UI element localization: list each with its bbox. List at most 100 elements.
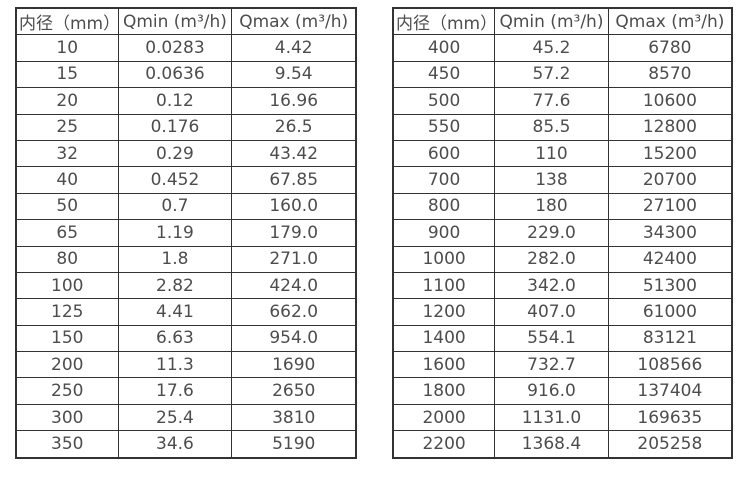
- table-row: 150 6.63 954.0: [15, 324, 357, 353]
- cell-qmax: 26.5: [231, 113, 357, 141]
- cell-qmax: 20700: [607, 166, 733, 194]
- cell-inner-diameter: 10: [15, 34, 119, 62]
- cell-qmin: 6.63: [117, 324, 233, 353]
- flow-table-large-diameters: 内径（mm） Qmin (m³/h) Qmax (m³/h) 400 45.2 67…: [392, 7, 733, 459]
- cell-inner-diameter: 300: [15, 403, 119, 432]
- cell-qmax: 108566: [607, 351, 733, 379]
- cell-qmin: 916.0: [494, 377, 609, 405]
- cell-inner-diameter: 450: [392, 60, 496, 89]
- cell-qmin: 138: [494, 166, 609, 194]
- table-row: 50 0.7 160.0: [15, 192, 357, 221]
- cell-qmax: 424.0: [231, 271, 357, 300]
- cell-qmax: 1690: [231, 351, 357, 379]
- table-row: 80 1.8 271.0: [15, 245, 357, 273]
- cell-qmax: 9.54: [231, 60, 357, 89]
- cell-qmin: 57.2: [494, 60, 609, 89]
- table-row: 25 0.176 26.5: [15, 113, 357, 141]
- table-row: 350 34.6 5190: [15, 430, 357, 459]
- cell-inner-diameter: 1000: [392, 245, 496, 273]
- table-body: 10 0.0283 4.42 15 0.0636 9.54 20 0.12 16.96 25 0.1…: [15, 34, 357, 459]
- table-row: 700 138 20700: [392, 166, 733, 194]
- table-row: 1000 282.0 42400: [392, 245, 733, 273]
- cell-qmin: 229.0: [494, 219, 609, 247]
- table-row: 32 0.29 43.42: [15, 139, 357, 168]
- table-row: 600 110 15200: [392, 139, 733, 168]
- cell-qmax: 27100: [607, 192, 733, 221]
- cell-qmax: 42400: [607, 245, 733, 273]
- cell-inner-diameter: 900: [392, 219, 496, 247]
- cell-inner-diameter: 1200: [392, 298, 496, 326]
- cell-qmin: 0.29: [117, 139, 233, 168]
- table-row: 300 25.4 3810: [15, 403, 357, 432]
- cell-qmax: 10600: [607, 87, 733, 115]
- cell-qmax: 16.96: [231, 87, 357, 115]
- cell-qmax: 271.0: [231, 245, 357, 273]
- cell-inner-diameter: 2200: [392, 430, 496, 459]
- table-row: 1200 407.0 61000: [392, 298, 733, 326]
- cell-inner-diameter: 40: [15, 166, 119, 194]
- cell-qmax: 83121: [607, 324, 733, 353]
- cell-qmin: 25.4: [117, 403, 233, 432]
- cell-qmin: 34.6: [117, 430, 233, 459]
- table-row: 20 0.12 16.96: [15, 87, 357, 115]
- cell-qmax: 67.85: [231, 166, 357, 194]
- table-body: 400 45.2 6780 450 57.2 8570 500 77.6 10600 550 85.…: [392, 34, 733, 459]
- cell-inner-diameter: 80: [15, 245, 119, 273]
- cell-inner-diameter: 400: [392, 34, 496, 62]
- cell-inner-diameter: 250: [15, 377, 119, 405]
- cell-inner-diameter: 700: [392, 166, 496, 194]
- cell-qmax: 43.42: [231, 139, 357, 168]
- cell-qmin: 180: [494, 192, 609, 221]
- cell-qmin: 0.0636: [117, 60, 233, 89]
- cell-qmin: 554.1: [494, 324, 609, 353]
- cell-qmax: 169635: [607, 403, 733, 432]
- table-row: 2000 1131.0 169635: [392, 403, 733, 432]
- cell-qmin: 11.3: [117, 351, 233, 379]
- table-row: 200 11.3 1690: [15, 351, 357, 379]
- cell-qmin: 2.82: [117, 271, 233, 300]
- cell-inner-diameter: 550: [392, 113, 496, 141]
- cell-qmax: 12800: [607, 113, 733, 141]
- table-row: 100 2.82 424.0: [15, 271, 357, 300]
- table-row: 500 77.6 10600: [392, 87, 733, 115]
- cell-inner-diameter: 1600: [392, 351, 496, 379]
- cell-qmin: 1.8: [117, 245, 233, 273]
- cell-qmax: 4.42: [231, 34, 357, 62]
- cell-inner-diameter: 350: [15, 430, 119, 459]
- cell-qmax: 3810: [231, 403, 357, 432]
- cell-qmax: 15200: [607, 139, 733, 168]
- cell-qmax: 34300: [607, 219, 733, 247]
- col-header-qmin: Qmin (m³/h): [117, 7, 233, 36]
- cell-qmax: 6780: [607, 34, 733, 62]
- col-header-inner-diameter: 内径（mm）: [392, 7, 496, 36]
- cell-qmin: 45.2: [494, 34, 609, 62]
- cell-inner-diameter: 15: [15, 60, 119, 89]
- table-row: 1100 342.0 51300: [392, 271, 733, 300]
- table-row: 125 4.41 662.0: [15, 298, 357, 326]
- col-header-qmin: Qmin (m³/h): [494, 7, 609, 36]
- cell-qmax: 205258: [607, 430, 733, 459]
- cell-qmin: 1368.4: [494, 430, 609, 459]
- cell-inner-diameter: 125: [15, 298, 119, 326]
- cell-qmax: 61000: [607, 298, 733, 326]
- cell-qmax: 5190: [231, 430, 357, 459]
- cell-qmin: 282.0: [494, 245, 609, 273]
- cell-qmax: 137404: [607, 377, 733, 405]
- cell-qmax: 2650: [231, 377, 357, 405]
- table-row: 250 17.6 2650: [15, 377, 357, 405]
- cell-inner-diameter: 150: [15, 324, 119, 353]
- cell-qmin: 1.19: [117, 219, 233, 247]
- table-row: 65 1.19 179.0: [15, 219, 357, 247]
- cell-qmax: 160.0: [231, 192, 357, 221]
- cell-qmin: 732.7: [494, 351, 609, 379]
- cell-qmin: 1131.0: [494, 403, 609, 432]
- table-row: 15 0.0636 9.54: [15, 60, 357, 89]
- cell-qmin: 0.452: [117, 166, 233, 194]
- header-row: 内径（mm） Qmin (m³/h) Qmax (m³/h): [392, 7, 733, 36]
- cell-inner-diameter: 1800: [392, 377, 496, 405]
- header-row: 内径（mm） Qmin (m³/h) Qmax (m³/h): [15, 7, 357, 36]
- table-row: 2200 1368.4 205258: [392, 430, 733, 459]
- cell-qmin: 77.6: [494, 87, 609, 115]
- cell-inner-diameter: 20: [15, 87, 119, 115]
- cell-inner-diameter: 800: [392, 192, 496, 221]
